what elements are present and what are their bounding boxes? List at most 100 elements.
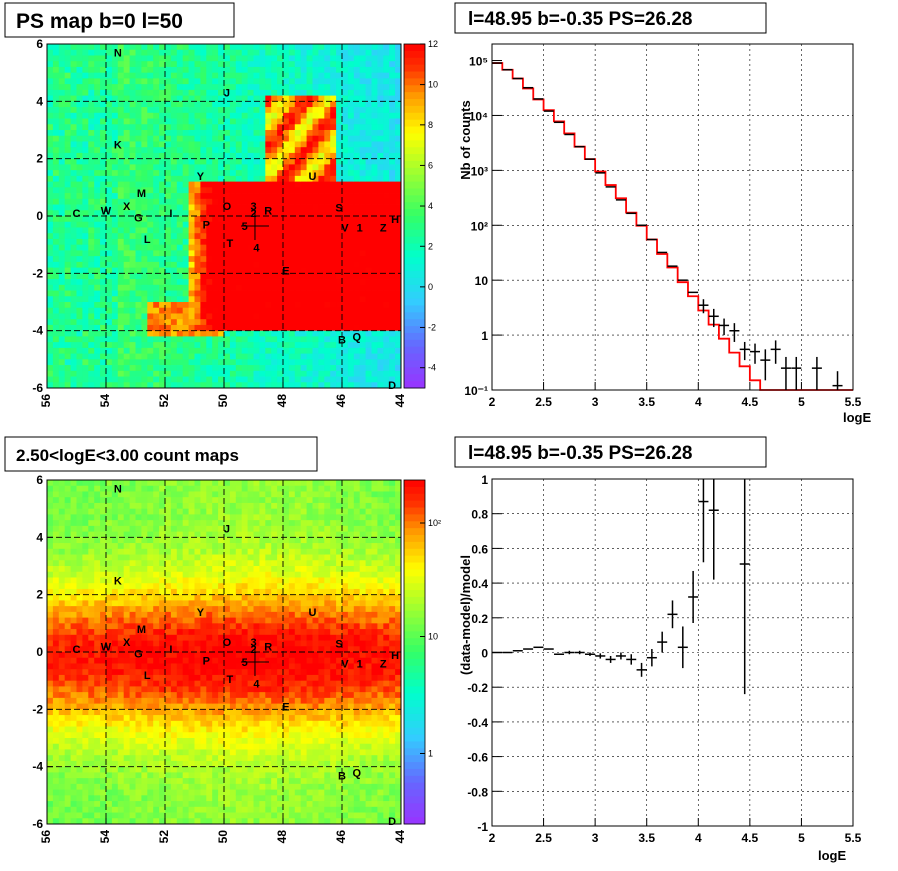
ps-map-cell (117, 158, 125, 165)
ps-map-cell (117, 284, 125, 291)
ps-map-source-label: M (137, 188, 146, 200)
ps-map-cell (377, 330, 384, 337)
ps-map-cell (259, 267, 266, 274)
ps-map-cell (170, 376, 178, 383)
ps-map-cell (141, 370, 148, 377)
ps-map-cell (253, 244, 260, 251)
ps-map-cell (353, 72, 361, 79)
ps-map-cell (283, 347, 290, 354)
ps-map-cell (165, 307, 172, 314)
ps-map-cell (176, 244, 184, 251)
ps-map-cell (235, 152, 243, 160)
count-map-cell (52, 686, 60, 693)
ps-map-cell (47, 256, 54, 263)
ps-map-cell (271, 227, 278, 234)
ps-map-cell (306, 135, 313, 142)
ps-map-cell (135, 147, 142, 154)
count-map-cell (100, 778, 107, 785)
ps-map-cell (283, 170, 290, 177)
count-map-cell (70, 520, 77, 527)
ps-map-cell (253, 216, 260, 223)
ps-map-cell (253, 359, 260, 366)
count-map-cell (94, 640, 101, 647)
count-map-cell (94, 594, 101, 601)
ps-map-cell (165, 353, 172, 360)
ps-map-cell (353, 193, 361, 200)
count-map-cell (129, 485, 136, 492)
ps-map-cell (117, 72, 125, 79)
ps-map-cell (359, 175, 366, 182)
ps-map-cell (312, 181, 319, 188)
ps-map-cell (218, 233, 225, 240)
count-map-cell (94, 680, 101, 687)
ps-map-cell (212, 164, 219, 171)
ps-map-cell (383, 324, 390, 332)
count-map-cell (94, 743, 101, 750)
ps-map-cell (353, 175, 361, 182)
ps-map-cell (153, 112, 160, 119)
ps-map-cell (235, 382, 243, 389)
ps-map-cell (94, 324, 101, 332)
count-map-cell (123, 692, 130, 699)
ps-map-cell (300, 89, 307, 96)
count-map-cell (76, 502, 83, 510)
ps-map-cell (342, 330, 349, 337)
count-map-cell (100, 715, 107, 722)
ps-map-cell (241, 319, 248, 326)
count-map-cell (117, 680, 125, 687)
ps-map-cell (58, 101, 66, 108)
ps-map-cell (176, 347, 184, 354)
ps-map-cell (141, 238, 148, 246)
ps-map-cell (165, 221, 172, 228)
ps-map-cell (229, 107, 237, 114)
count-map-cell (70, 674, 77, 682)
ps-map-cell (76, 233, 83, 240)
ps-map-cell (294, 135, 302, 142)
count-map-cell (135, 795, 142, 802)
count-map-cell (106, 497, 113, 504)
ps-map-cell (383, 382, 390, 389)
ps-map-cell (342, 307, 349, 314)
count-map-cell (88, 715, 95, 722)
ps-map-cell (395, 72, 402, 79)
ps-map-cell (241, 152, 248, 160)
count-map-cell (106, 566, 113, 573)
ps-map-cell (82, 198, 89, 205)
count-map-cell (58, 789, 66, 796)
count-map-cell (94, 663, 101, 670)
count-map-cell (159, 566, 166, 573)
ps-map-cell (111, 175, 119, 182)
ps-map-cell (324, 330, 331, 337)
ps-map-cell (300, 290, 307, 297)
ps-map-cell (371, 353, 378, 360)
count-map-cell (123, 480, 130, 487)
count-map-cell (147, 583, 154, 590)
ps-map-cell (52, 336, 60, 343)
ps-map-cell (153, 382, 160, 389)
ps-map-cell (235, 307, 243, 314)
ps-map-cell (88, 158, 95, 165)
ps-map-cell (395, 118, 402, 125)
ps-map-cell (88, 227, 95, 234)
ps-map-cell (94, 193, 101, 200)
ps-map-cell (188, 135, 195, 142)
count-map-cell (147, 520, 154, 527)
count-map-cell (88, 783, 95, 790)
ps-map-cell (235, 158, 243, 165)
count-map-cell (111, 525, 119, 532)
ps-map-cell (241, 261, 248, 268)
ps-map-cell (159, 290, 166, 297)
count-map-cell (76, 789, 83, 796)
ps-map-cell (117, 307, 125, 314)
ps-map-cell (288, 313, 296, 320)
ps-map-cell (111, 84, 119, 91)
ps-map-cell (165, 164, 172, 171)
ps-map-cell (336, 175, 343, 182)
spectrum-frame (491, 43, 854, 391)
ps-map-cell (247, 284, 254, 291)
ps-map-cell (129, 66, 136, 74)
count-map-cell (76, 715, 83, 722)
ps-map-cell (312, 319, 319, 326)
ps-map-cell (170, 244, 178, 251)
ps-map-cell (253, 124, 260, 131)
